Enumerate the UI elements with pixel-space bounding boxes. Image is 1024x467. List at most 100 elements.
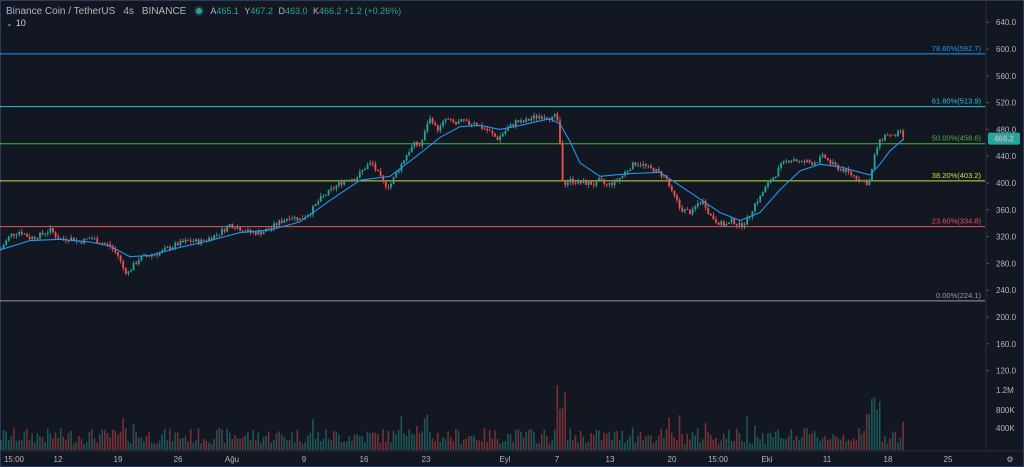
interval-label[interactable]: 4s <box>123 5 134 17</box>
volume-bar <box>182 437 184 450</box>
volume-bar <box>270 442 273 450</box>
candle-body <box>101 243 104 245</box>
candle-body <box>449 119 452 120</box>
time-axis[interactable]: 15:00 12 19 26 Ağu 9 16 23 Eyl 7 13 20 15:00 Eki 11 18 2… <box>4 455 1014 464</box>
volume-bar <box>117 435 119 450</box>
symbol-title[interactable]: Binance Coin / TetherUS <box>6 5 116 17</box>
volume-bar <box>317 431 319 450</box>
candle-body <box>132 262 135 271</box>
candle-body <box>681 207 684 212</box>
candle-body <box>657 169 660 172</box>
volume-bar <box>751 443 754 450</box>
volume-bar <box>488 429 491 450</box>
volume-bar <box>59 428 62 450</box>
candle-body <box>293 217 296 219</box>
candle-body <box>494 133 496 137</box>
candle-body <box>202 239 205 241</box>
volume-bar <box>312 419 314 450</box>
volume-bar <box>881 441 884 450</box>
candle-body <box>481 125 483 129</box>
candle-body <box>793 159 795 161</box>
volume-tick-label: 1.2M <box>996 386 1014 395</box>
candle-body <box>670 186 673 191</box>
candle-body <box>358 172 361 178</box>
volume-bar <box>756 436 759 450</box>
volume-bar <box>603 432 605 450</box>
volume-bar <box>462 439 465 450</box>
volume-bar <box>577 442 579 450</box>
candle-body <box>366 164 369 169</box>
candle-body <box>93 238 96 240</box>
volume-bar <box>13 428 15 450</box>
fib-retracement[interactable]: 78.60%(592.7) 61.80%(513.9) 50.00%(458.6) 3… <box>0 44 985 302</box>
volume-bar <box>304 442 306 450</box>
volume-bar <box>202 439 205 450</box>
candle-body <box>140 255 143 261</box>
candle-body <box>410 146 413 153</box>
candle-body <box>608 182 611 185</box>
volume-bar <box>379 443 382 450</box>
candle-body <box>626 170 629 172</box>
volume-bar <box>23 431 26 450</box>
indicator-legend[interactable]: ⌄ 10 <box>6 18 26 28</box>
candle-body <box>897 130 899 137</box>
price-axis[interactable]: 640.0 600.0 560.0 520.0 480.0 440.0 400.0 360.0… <box>0 0 1024 452</box>
candle-body <box>858 179 860 181</box>
candle-body <box>460 119 463 122</box>
volume-bar <box>431 438 434 450</box>
volume-bar <box>309 432 312 450</box>
volume-bar <box>140 437 143 450</box>
volume-bar <box>36 433 39 450</box>
volume-bar <box>390 442 392 450</box>
candle-body <box>707 207 710 214</box>
candle-body <box>340 182 343 185</box>
volume-bar <box>574 435 577 450</box>
candle-body <box>756 201 759 204</box>
indicator-length: 10 <box>15 18 26 28</box>
volume-bar <box>730 441 733 450</box>
volume-bar <box>371 432 374 450</box>
volume-bar <box>335 431 338 450</box>
candle-body <box>616 179 619 182</box>
volume-bar <box>754 425 756 450</box>
volume-bar <box>111 429 114 450</box>
chevron-down-icon[interactable]: ⌄ <box>6 18 13 28</box>
volume-bar <box>683 443 686 450</box>
price-tick-label: 640.0 <box>996 18 1017 27</box>
candle-body <box>551 116 554 121</box>
candle-body <box>382 175 385 182</box>
volume-bar <box>306 436 309 450</box>
volume-bar <box>556 385 559 450</box>
candle-body <box>629 169 632 171</box>
price-tick-label: 120.0 <box>996 367 1017 376</box>
candle-body <box>221 229 223 235</box>
candle-body <box>884 134 886 141</box>
candle-body <box>169 247 171 250</box>
candle-body <box>795 159 798 162</box>
volume-bar <box>782 439 785 450</box>
candle-body <box>288 218 291 220</box>
candle-body <box>280 220 283 223</box>
candle-body <box>540 116 543 119</box>
candle-body <box>754 203 756 212</box>
candle-body <box>88 238 91 240</box>
volume-bar <box>668 417 670 450</box>
candle-body <box>691 208 694 215</box>
candle-body <box>10 233 13 237</box>
gear-icon[interactable]: ⚙ <box>1006 455 1013 464</box>
volume-bar <box>468 436 470 450</box>
candle-body <box>470 123 473 125</box>
volume-bar <box>429 431 431 450</box>
candle-body <box>210 237 213 240</box>
fib-label: 61.80%(513.9) <box>932 97 982 106</box>
volume-bar <box>158 440 161 450</box>
candle-body <box>137 260 140 264</box>
volume-bar <box>93 438 96 450</box>
candles <box>0 111 905 276</box>
volume-bar <box>408 429 410 450</box>
volume-bar <box>647 435 650 450</box>
candle-body <box>91 238 93 240</box>
candle-body <box>855 175 858 180</box>
candle-body <box>559 120 561 144</box>
